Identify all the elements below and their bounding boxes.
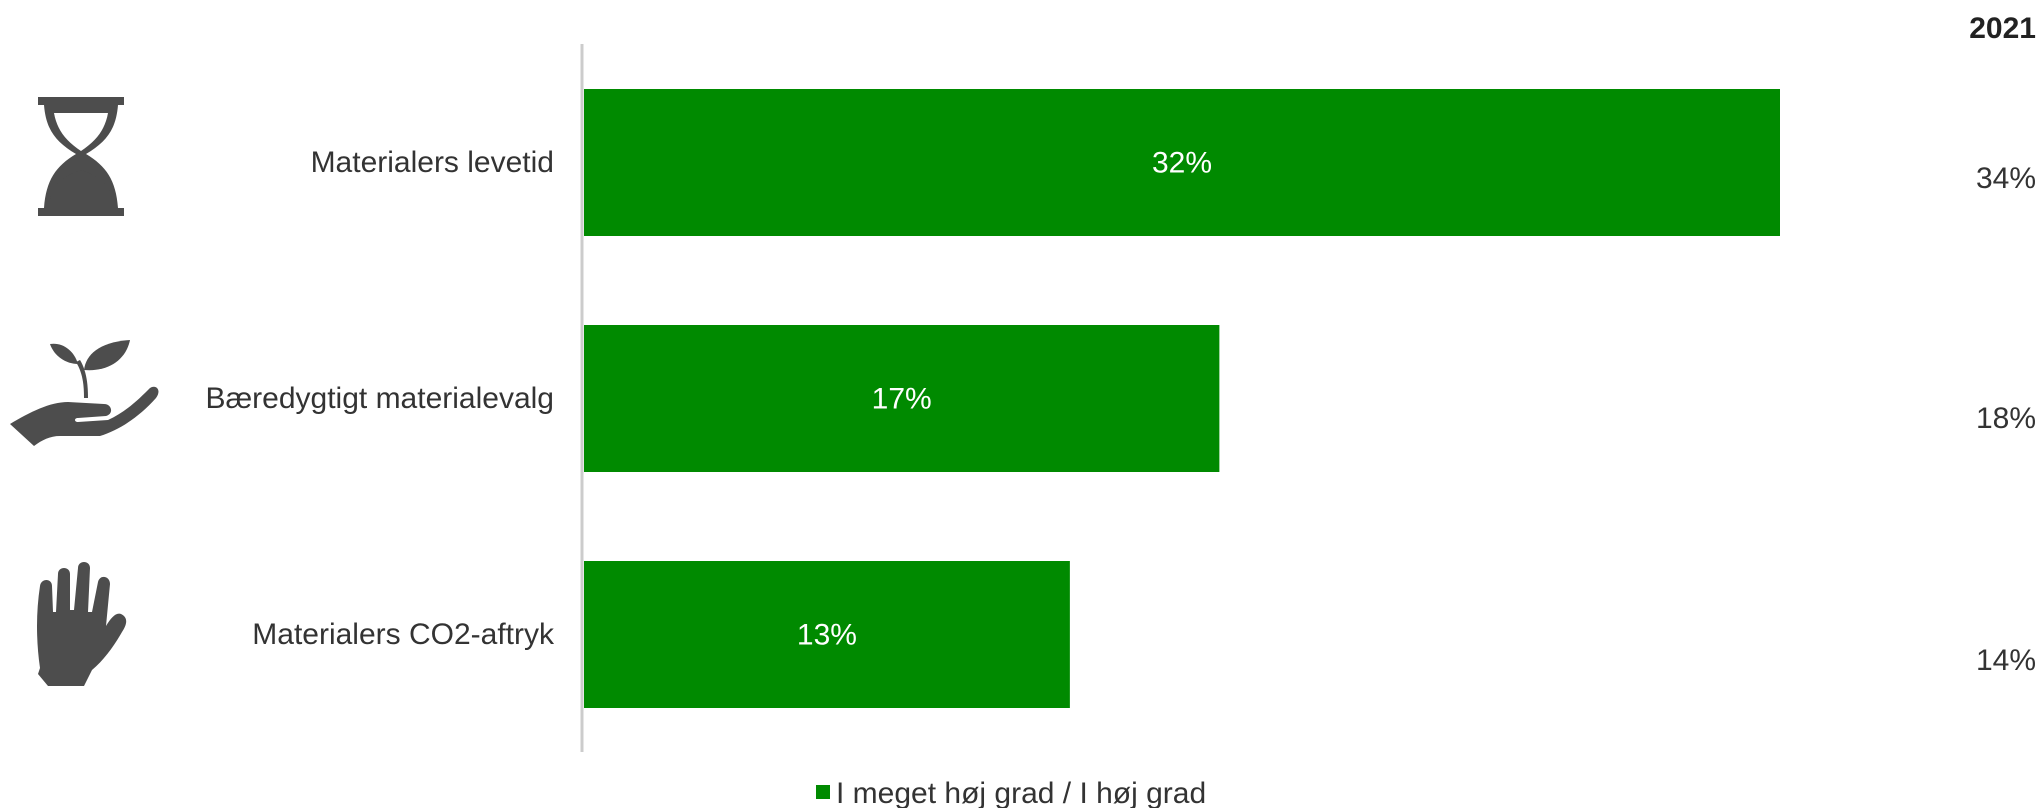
comparison-header: 2021 — [1969, 12, 2036, 45]
category-label: Bæredygtigt materialevalg — [205, 382, 554, 415]
comparison-value: 18% — [1976, 402, 2036, 435]
comparison-value: 34% — [1976, 162, 2036, 195]
comparison-value: 14% — [1976, 644, 2036, 677]
hourglass-icon — [38, 97, 124, 216]
bars-group — [584, 89, 1780, 708]
legend-swatch — [816, 785, 830, 799]
hand-icon — [37, 562, 127, 686]
bar-materialers-levetid — [584, 89, 1780, 236]
category-label: Materialers levetid — [311, 146, 554, 179]
bar-baeredygtigt-materialevalg — [584, 325, 1220, 472]
legend: I meget høj grad / I høj grad — [816, 777, 1206, 808]
plant-in-hand-icon — [10, 340, 159, 446]
category-label: Materialers CO2-aftryk — [252, 618, 555, 651]
legend-label: I meget høj grad / I høj grad — [836, 777, 1206, 808]
bar-data-label: 17% — [872, 383, 932, 416]
bar-data-label: 13% — [797, 619, 857, 652]
bar-materialers-co2-aftryk — [584, 561, 1070, 708]
bar-data-label: 32% — [1152, 147, 1212, 180]
